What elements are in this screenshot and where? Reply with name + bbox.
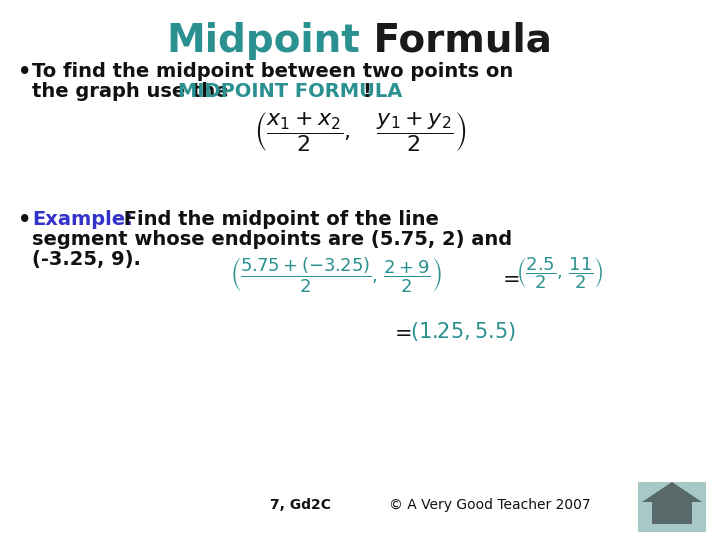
Text: Example:: Example: [32, 210, 133, 229]
Text: MIDPOINT FORMULA: MIDPOINT FORMULA [178, 82, 402, 101]
Text: •: • [18, 62, 32, 82]
Text: $\left(1.25, 5.5\right)$: $\left(1.25, 5.5\right)$ [410, 320, 516, 343]
Text: (-3.25, 9).: (-3.25, 9). [32, 250, 141, 269]
Text: 7, Gd2C: 7, Gd2C [269, 498, 330, 512]
Text: Find the midpoint of the line: Find the midpoint of the line [117, 210, 439, 229]
Text: !: ! [362, 82, 371, 101]
Text: $\left(\dfrac{x_1 + x_2}{2},\quad \dfrac{y_1 + y_2}{2}\right)$: $\left(\dfrac{x_1 + x_2}{2},\quad \dfrac… [253, 110, 467, 154]
Polygon shape [652, 501, 692, 524]
Text: segment whose endpoints are (5.75, 2) and: segment whose endpoints are (5.75, 2) an… [32, 230, 512, 249]
Text: To find the midpoint between two points on: To find the midpoint between two points … [32, 62, 513, 81]
Text: $\left(\dfrac{2.5}{2},\,\dfrac{11}{2}\right)$: $\left(\dfrac{2.5}{2},\,\dfrac{11}{2}\ri… [516, 255, 603, 291]
Text: $\left(\dfrac{5.75+\left(-3.25\right)}{2},\,\dfrac{2+9}{2}\right)$: $\left(\dfrac{5.75+\left(-3.25\right)}{2… [230, 255, 442, 294]
Text: $=$: $=$ [390, 322, 411, 342]
Text: Midpoint: Midpoint [166, 22, 360, 60]
Text: •: • [18, 210, 32, 230]
Text: Formula: Formula [360, 22, 552, 60]
Text: $=$: $=$ [498, 268, 519, 288]
Text: the graph use the: the graph use the [32, 82, 235, 101]
FancyBboxPatch shape [638, 482, 706, 532]
Polygon shape [642, 482, 702, 502]
Text: © A Very Good Teacher 2007: © A Very Good Teacher 2007 [390, 498, 591, 512]
